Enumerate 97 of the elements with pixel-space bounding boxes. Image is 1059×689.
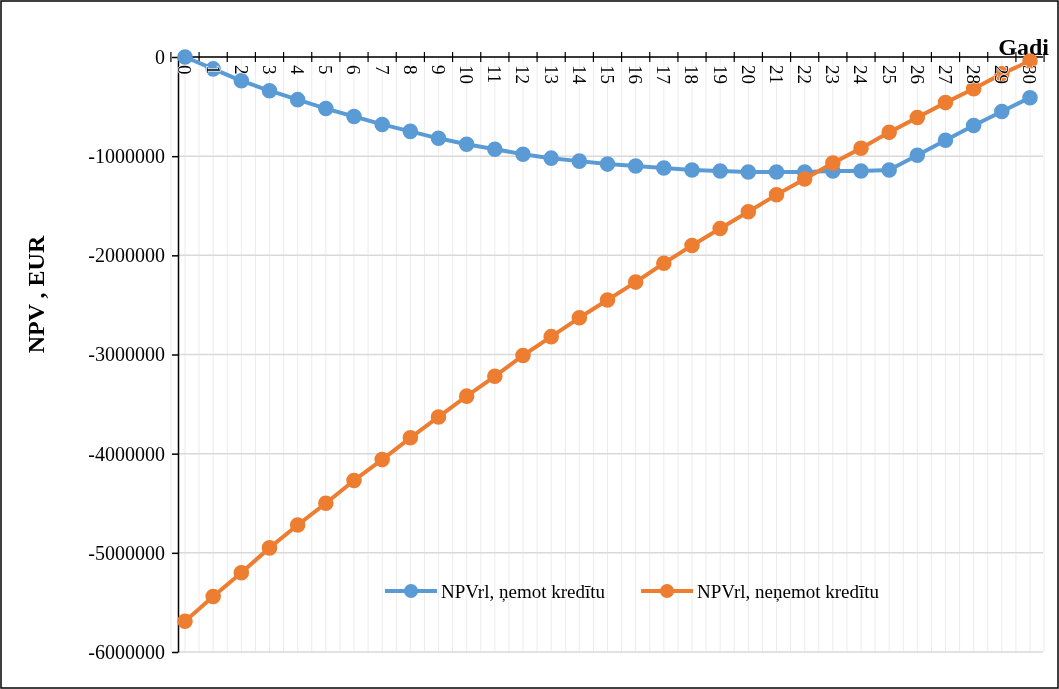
point bbox=[656, 160, 672, 176]
point bbox=[937, 94, 954, 111]
point bbox=[543, 150, 559, 166]
point bbox=[684, 162, 700, 178]
x-axis-title: Gadi bbox=[998, 34, 1050, 60]
point bbox=[656, 255, 672, 272]
point bbox=[289, 91, 306, 108]
x-tick-label: 11 bbox=[484, 65, 506, 84]
point bbox=[768, 164, 785, 180]
x-tick-label: 20 bbox=[737, 65, 759, 84]
point bbox=[346, 472, 362, 489]
x-tick-label: 0 bbox=[174, 65, 196, 75]
x-tick-label: 15 bbox=[596, 65, 618, 84]
x-tick-label: 27 bbox=[934, 65, 956, 84]
point bbox=[177, 49, 193, 65]
point bbox=[346, 108, 362, 125]
point bbox=[487, 368, 503, 385]
y-tick-label: -1000000 bbox=[88, 145, 165, 168]
point bbox=[853, 140, 869, 156]
x-tick-label: 2 bbox=[230, 65, 252, 75]
point bbox=[205, 588, 221, 605]
y-tick-label: -5000000 bbox=[88, 541, 165, 564]
x-tick-label: 28 bbox=[963, 65, 985, 84]
point bbox=[261, 540, 278, 556]
point bbox=[233, 73, 250, 89]
point bbox=[937, 132, 954, 149]
point bbox=[402, 123, 419, 140]
point bbox=[374, 451, 390, 468]
x-tick-label: 14 bbox=[568, 65, 590, 85]
point bbox=[796, 171, 813, 187]
x-tick-label: 29 bbox=[991, 65, 1013, 84]
point bbox=[515, 347, 531, 364]
point bbox=[571, 310, 588, 326]
x-tick-label: 30 bbox=[1019, 65, 1041, 84]
point bbox=[599, 156, 616, 172]
y-tick-label: -2000000 bbox=[88, 244, 165, 267]
point bbox=[712, 163, 728, 179]
point bbox=[233, 564, 250, 581]
x-tick-label: 17 bbox=[653, 65, 675, 84]
x-tick-label: 4 bbox=[287, 65, 309, 75]
x-tick-label: 3 bbox=[258, 65, 280, 75]
x-tick-label: 23 bbox=[822, 65, 844, 84]
point bbox=[712, 220, 728, 237]
point bbox=[318, 100, 334, 117]
point bbox=[430, 130, 447, 147]
x-tick-label: 5 bbox=[315, 65, 337, 75]
x-tick-label: 7 bbox=[371, 65, 393, 75]
point bbox=[909, 109, 926, 126]
point bbox=[458, 136, 475, 153]
x-tick-label: 18 bbox=[681, 65, 703, 84]
point bbox=[909, 147, 926, 163]
point bbox=[599, 292, 616, 308]
y-tick-label: -6000000 bbox=[88, 640, 165, 663]
point bbox=[458, 388, 475, 404]
x-tick-label: 13 bbox=[540, 65, 562, 84]
y-tick-label: -4000000 bbox=[88, 442, 165, 465]
point bbox=[994, 103, 1010, 120]
point bbox=[374, 116, 390, 133]
x-tick-label: 9 bbox=[427, 65, 449, 75]
legend-label: NPVrl, ņemot kredītu bbox=[441, 580, 606, 602]
point bbox=[740, 203, 757, 220]
point bbox=[543, 328, 559, 345]
point bbox=[261, 82, 278, 99]
legend-label: NPVrl, neņemot kredītu bbox=[697, 580, 880, 602]
x-tick-label: 12 bbox=[512, 65, 534, 84]
x-tick-label: 25 bbox=[878, 65, 900, 84]
x-tick-label: 22 bbox=[794, 65, 816, 84]
y-axis-title: NPV , EUR bbox=[23, 235, 49, 354]
point bbox=[318, 495, 334, 512]
x-tick-label: 6 bbox=[343, 65, 365, 75]
x-tick-label: 16 bbox=[625, 65, 647, 84]
x-tick-label: 21 bbox=[765, 65, 787, 84]
x-tick-label: 10 bbox=[456, 65, 478, 84]
x-tick-label: 19 bbox=[709, 65, 731, 84]
point bbox=[627, 274, 644, 290]
point bbox=[881, 124, 897, 141]
point bbox=[684, 237, 700, 254]
point bbox=[881, 162, 897, 178]
point bbox=[430, 409, 447, 425]
x-tick-label: 26 bbox=[906, 65, 928, 84]
point bbox=[1022, 89, 1038, 106]
x-tick-label: 8 bbox=[399, 65, 421, 75]
point bbox=[177, 613, 193, 630]
point bbox=[627, 158, 644, 174]
point bbox=[853, 163, 869, 179]
point bbox=[571, 153, 588, 169]
x-tick-label: 24 bbox=[850, 65, 872, 85]
point bbox=[740, 164, 757, 180]
y-tick-label: -3000000 bbox=[88, 343, 165, 366]
point bbox=[515, 146, 531, 162]
point bbox=[768, 187, 785, 203]
point bbox=[965, 117, 982, 134]
point bbox=[289, 517, 306, 533]
point bbox=[825, 155, 841, 171]
point bbox=[402, 430, 419, 446]
point bbox=[487, 141, 503, 157]
x-tick-label: 1 bbox=[202, 65, 224, 75]
